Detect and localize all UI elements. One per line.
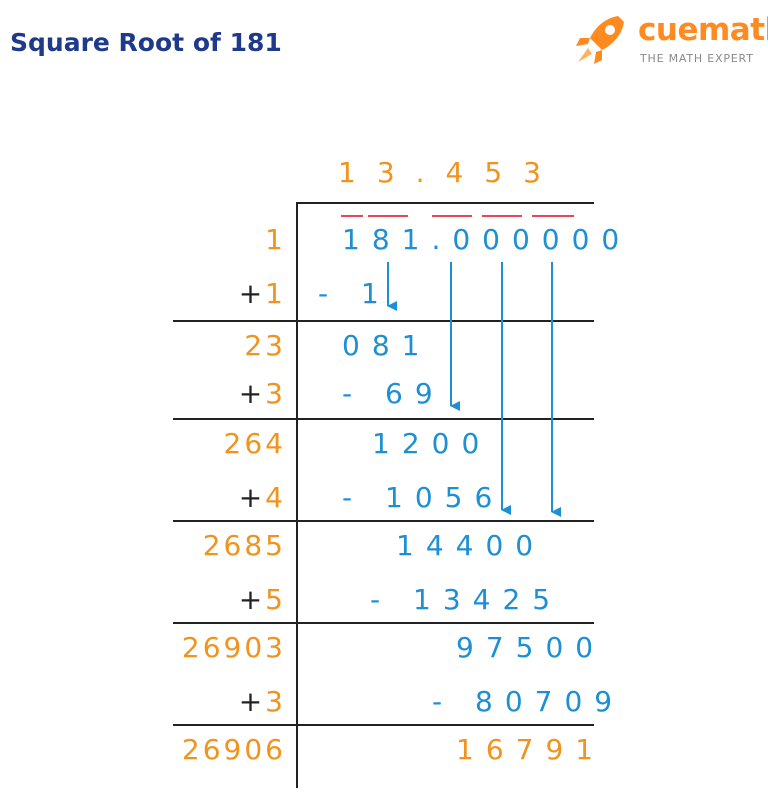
- addend-digit: 1: [265, 277, 286, 310]
- remainder: 1200: [372, 427, 492, 460]
- divisor-value: 23: [244, 329, 286, 362]
- subtrahend: - 1056: [342, 481, 505, 514]
- row-divider: [173, 724, 594, 726]
- brand-name: cuemath: [638, 12, 768, 48]
- row-divider: [173, 320, 594, 322]
- subtrahend: - 13425: [370, 583, 563, 616]
- row-divider: [173, 418, 594, 420]
- plus-sign: +: [238, 277, 266, 310]
- addend-digit: 4: [265, 481, 286, 514]
- divisor-addend: +5: [156, 580, 286, 620]
- division-vertical-line: [296, 202, 298, 788]
- addend-digit: 3: [265, 377, 286, 410]
- pair-bar: [532, 215, 574, 217]
- pair-bar: [482, 215, 522, 217]
- plus-sign: +: [238, 481, 266, 514]
- cuemath-logo: cuemath THE MATH EXPERT: [568, 8, 768, 74]
- pair-bar: [341, 215, 363, 217]
- dividend: 181.000000: [342, 223, 632, 256]
- final-remainder: 16791: [456, 733, 606, 766]
- rocket-icon: [576, 16, 624, 64]
- quotient: 13.453: [338, 156, 562, 189]
- divisor-addend: +3: [156, 682, 286, 722]
- subtrahend: - 80709: [432, 685, 625, 718]
- divisor-addend: +1: [156, 274, 286, 314]
- divisor-value: 26906: [181, 733, 286, 766]
- addend-digit: 3: [265, 685, 286, 718]
- brand-tagline: THE MATH EXPERT: [640, 52, 754, 65]
- page-title: Square Root of 181: [10, 28, 282, 57]
- remainder: 14400: [396, 529, 546, 562]
- plus-sign: +: [238, 685, 266, 718]
- plus-sign: +: [238, 377, 266, 410]
- remainder: 97500: [456, 631, 606, 664]
- divisor-value: 264: [223, 427, 286, 460]
- addend-digit: 5: [265, 583, 286, 616]
- subtrahend: - 1: [318, 277, 391, 310]
- subtrahend: - 69: [342, 377, 445, 410]
- divisor-value: 2685: [202, 529, 286, 562]
- divisor-addend: +3: [156, 374, 286, 414]
- division-top-line: [296, 202, 594, 204]
- remainder: 081: [342, 329, 432, 362]
- divisor-value: 26903: [181, 631, 286, 664]
- row-divider: [173, 520, 594, 522]
- row-divider: [173, 622, 594, 624]
- plus-sign: +: [238, 583, 266, 616]
- pair-bar: [432, 215, 472, 217]
- divisor-value: 1: [265, 223, 286, 256]
- divisor-addend: +4: [156, 478, 286, 518]
- pair-bar: [368, 215, 408, 217]
